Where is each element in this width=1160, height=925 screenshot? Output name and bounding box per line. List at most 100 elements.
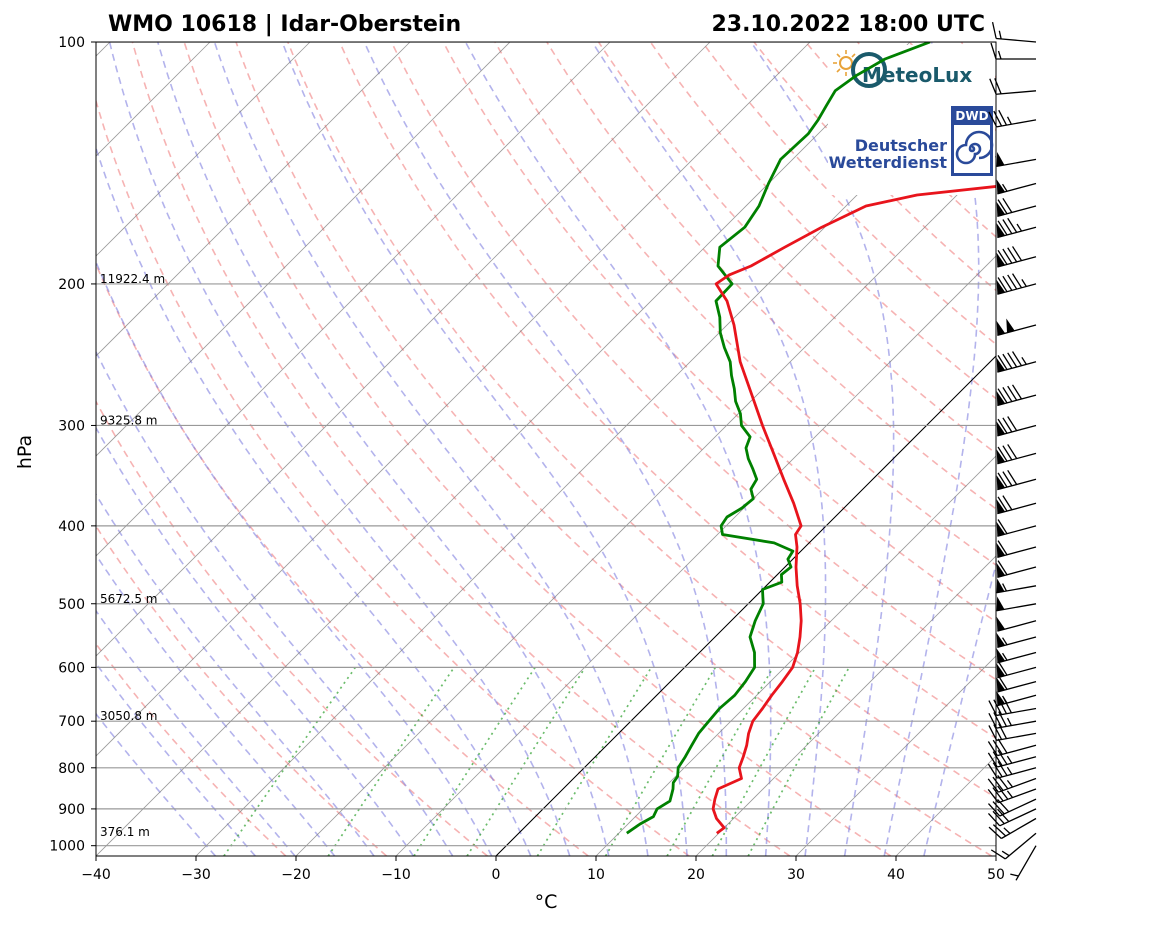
x-axis: −40 −30 −20 −10 0 10 20 30 40 50 xyxy=(81,856,1005,883)
dwd-logo: DWD Deutscher Wetterdienst xyxy=(829,106,994,176)
wind-barb xyxy=(987,808,1037,827)
dwd-abbr: DWD xyxy=(955,109,988,123)
moist-adiabat xyxy=(923,561,996,856)
x-tick-label: −40 xyxy=(81,867,111,883)
y-tick-label: 400 xyxy=(58,519,85,535)
meteolux-logo: MeteoLux xyxy=(833,50,972,88)
dry-adiabat xyxy=(96,98,690,856)
wind-barb xyxy=(987,798,1037,817)
isotherm xyxy=(96,42,511,457)
wind-barb xyxy=(990,832,1037,860)
moist-adiabat xyxy=(96,609,296,856)
mixing-ratio-line xyxy=(327,666,455,856)
logos: MeteoLux DWD Deutscher Wetterdienst xyxy=(828,45,995,195)
y-tick-label: 500 xyxy=(58,597,85,613)
isotherm xyxy=(395,255,996,856)
wind-barb xyxy=(996,578,1037,594)
wind-barb xyxy=(996,152,1037,167)
wind-barb xyxy=(996,633,1037,648)
moist-adiabat xyxy=(883,42,980,856)
x-tick-label: −30 xyxy=(181,867,211,883)
moist-adiabat xyxy=(108,42,571,856)
wind-barb xyxy=(989,78,1037,95)
height-label: 9325.8 m xyxy=(100,413,158,427)
y-tick-label: 900 xyxy=(58,802,85,818)
x-tick-label: 50 xyxy=(987,867,1005,883)
wind-barb xyxy=(996,217,1037,239)
mixing-ratio-line xyxy=(223,666,356,856)
wind-barb xyxy=(996,318,1037,336)
wind-barb xyxy=(990,42,1036,60)
wind-barb xyxy=(996,384,1037,407)
isotherm xyxy=(595,455,996,856)
moist-adiabat xyxy=(363,42,728,856)
wind-barb xyxy=(996,616,1037,632)
x-tick-label: 30 xyxy=(787,867,805,883)
moist-adiabat xyxy=(96,426,415,856)
meteolux-text: MeteoLux xyxy=(862,63,972,87)
plot-frame xyxy=(95,41,997,857)
mixing-ratio-line xyxy=(711,666,817,856)
y-axis-label: hPa xyxy=(14,435,36,469)
moist-adiabat xyxy=(157,42,610,856)
isotherm xyxy=(795,655,996,856)
temperature-profile xyxy=(711,185,996,835)
wind-barb xyxy=(996,648,1037,664)
wind-barb xyxy=(996,416,1037,437)
wind-barb xyxy=(996,540,1037,558)
dry-adiabat xyxy=(546,42,996,510)
x-tick-label: 0 xyxy=(492,867,501,883)
wind-barb xyxy=(996,469,1037,491)
x-tick-label: 40 xyxy=(887,867,905,883)
moist-adiabat xyxy=(96,662,256,856)
dry-adiabat xyxy=(649,42,996,400)
x-axis-label: °C xyxy=(535,891,558,913)
dry-adiabat xyxy=(494,42,996,566)
zero-isotherm xyxy=(495,355,996,856)
dry-adiabat xyxy=(96,262,589,856)
mixing-ratio-line xyxy=(747,666,850,856)
isotherm xyxy=(96,42,411,357)
dry-adiabat xyxy=(131,42,791,856)
moist-adiabat xyxy=(281,42,688,856)
dwd-swirl-icon xyxy=(955,130,994,165)
wind-barb xyxy=(996,351,1037,373)
wind-barbs xyxy=(987,21,1037,881)
mixing-ratio-line xyxy=(536,666,653,856)
isotherm xyxy=(96,42,911,856)
moist-adiabat xyxy=(591,42,827,856)
wind-barb xyxy=(987,749,1037,768)
dry-adiabat xyxy=(96,642,287,856)
isotherm xyxy=(995,855,996,856)
moist-adiabat xyxy=(96,493,375,856)
x-tick-label: 20 xyxy=(687,867,705,883)
height-label: 11922.4 m xyxy=(100,272,165,286)
wind-barb xyxy=(996,596,1037,612)
moist-adiabat xyxy=(96,553,336,856)
moist-adiabat xyxy=(96,350,454,856)
chart-title-station: WMO 10618 | Idar-Oberstein xyxy=(108,12,461,37)
profiles xyxy=(626,42,996,835)
isotherm xyxy=(96,42,711,657)
mixing-ratio-line xyxy=(466,666,586,856)
wind-barb xyxy=(996,179,1037,195)
moist-adiabat xyxy=(96,259,493,856)
wind-barb xyxy=(996,197,1037,217)
x-tick-label: 10 xyxy=(587,867,605,883)
wind-barb xyxy=(996,660,1037,679)
dry-adiabat xyxy=(235,42,993,856)
isotherm xyxy=(96,42,611,557)
moist-adiabat xyxy=(213,42,649,856)
wind-barb xyxy=(987,761,1037,779)
wind-barb xyxy=(988,723,1037,741)
moist-adiabat xyxy=(96,145,532,856)
wind-barb xyxy=(988,817,1037,840)
dwd-line2: Wetterdienst xyxy=(829,153,948,172)
x-tick-label: −10 xyxy=(381,867,411,883)
y-tick-label: 1000 xyxy=(49,839,85,855)
wind-barb xyxy=(991,21,1037,43)
height-label: 3050.8 m xyxy=(100,709,158,723)
dwd-line1: Deutscher xyxy=(855,136,947,155)
isotherm xyxy=(96,42,311,257)
